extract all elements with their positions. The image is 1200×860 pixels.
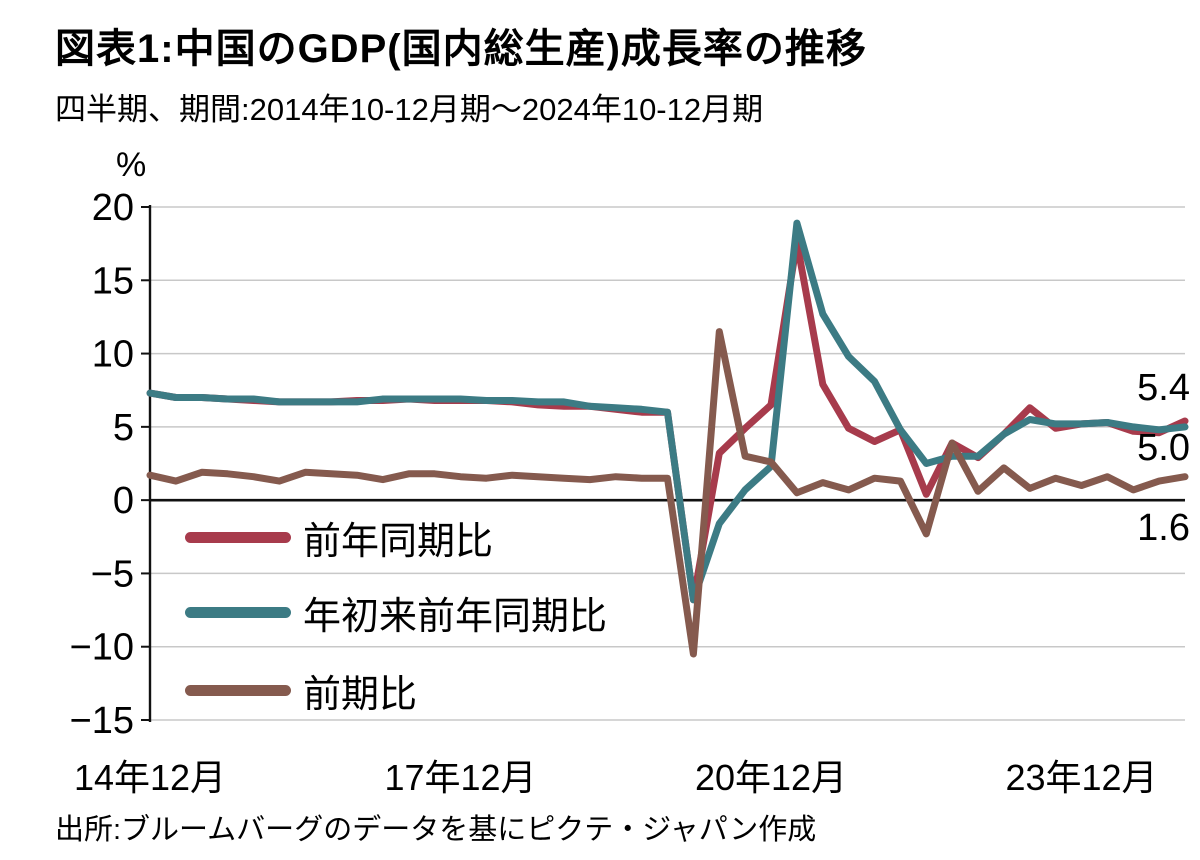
x-tick-label: 17年12月 (384, 757, 536, 798)
end-value-label-yoy: 5.4 (1137, 366, 1190, 409)
y-axis-unit-label: % (116, 146, 147, 184)
y-tick-label: −15 (70, 700, 134, 742)
end-value-label-qoq: 1.6 (1137, 506, 1190, 549)
y-tick-label: 20 (92, 187, 134, 229)
legend-item-qoq: 前期比 (185, 668, 417, 716)
legend-swatch-qoq (185, 684, 291, 696)
legend-label-ytd-yoy: 年初来前年同期比 (303, 595, 608, 638)
y-axis: 20 15 10 5 0 −5 −10 −15 (70, 187, 152, 742)
series-line-2 (146, 328, 1189, 658)
source-note: 出所:ブルームバーグのデータを基にピクテ・ジャパン作成 (55, 814, 817, 846)
y-tick-label: −5 (91, 553, 134, 595)
legend-label-qoq: 前期比 (303, 673, 418, 716)
series-line-1 (146, 219, 1189, 604)
y-tick-label: 0 (113, 480, 134, 522)
x-tick-label: 14年12月 (74, 757, 226, 798)
legend-swatch-ytd-yoy (185, 606, 291, 618)
end-value-label-ytd-yoy: 5.0 (1137, 426, 1190, 469)
y-tick-label: −10 (70, 627, 134, 669)
chart-title: 図表1:中国のGDP(国内総生産)成長率の推移 (55, 27, 867, 71)
chart-subtitle: 四半期、期間:2014年10-12月期〜2024年10-12月期 (55, 92, 764, 127)
y-tick-label: 10 (92, 334, 134, 376)
legend-swatch-yoy (185, 531, 291, 543)
x-tick-label: 23年12月 (1005, 757, 1157, 798)
y-tick-label: 5 (113, 407, 134, 449)
grid-lines (150, 206, 1185, 721)
legend-label-yoy: 前年同期比 (303, 520, 494, 563)
legend-item-yoy: 前年同期比 (185, 515, 493, 563)
y-tick-label: 15 (92, 260, 134, 302)
x-tick-label: 20年12月 (695, 757, 847, 798)
legend-item-ytd-yoy: 年初来前年同期比 (185, 590, 607, 638)
x-axis-labels: 14年12月 17年12月 20年12月 23年12月 (74, 757, 1158, 798)
